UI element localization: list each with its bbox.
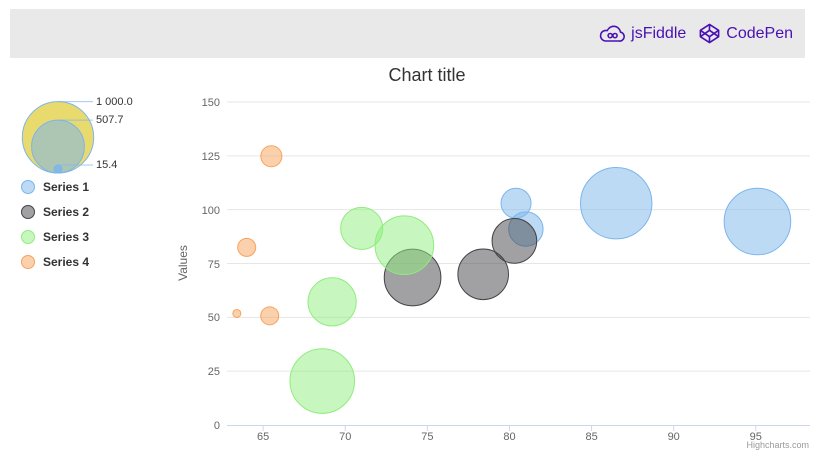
bubble-legend-label: 15.4 (96, 159, 118, 171)
codepen-cube-icon (699, 23, 720, 44)
chart-title: Chart title (388, 65, 466, 85)
bubble-series-4[interactable] (232, 308, 242, 318)
codepen-link-label: CodePen (726, 24, 793, 42)
bubble-series-4[interactable] (260, 145, 283, 168)
legend-item-label: Series 3 (43, 230, 90, 244)
legend-item-series-2[interactable]: Series 2 (21, 205, 89, 219)
bubble-series-4[interactable] (260, 306, 280, 326)
x-axis-label: 70 (339, 431, 352, 443)
x-axis-label: 65 (257, 431, 270, 443)
y-axis-label: 150 (201, 97, 220, 109)
bubble-legend-label: 1 000.0 (96, 95, 133, 108)
legend-item-series-1[interactable]: Series 1 (21, 180, 89, 194)
bubble-series-4[interactable] (237, 237, 257, 257)
codepen-link[interactable]: CodePen (698, 22, 793, 45)
bubble-series-3[interactable] (307, 277, 357, 327)
legend-item-label: Series 2 (43, 205, 90, 219)
x-axis-label: 80 (503, 431, 516, 443)
legend-item-series-3[interactable]: Series 3 (21, 230, 89, 244)
legend-marker (21, 255, 35, 269)
bubble-series-1[interactable] (580, 167, 653, 240)
highcharts-credit[interactable]: Highcharts.com (746, 440, 809, 450)
x-axis-label: 85 (585, 431, 598, 443)
bubble-series-2[interactable] (491, 218, 538, 264)
y-axis-label: 50 (207, 312, 220, 325)
bubble-legend-circle (53, 164, 63, 174)
series-legend: Series 1 Series 2 Series 3 Series 4 (21, 180, 89, 280)
bubble-series-3[interactable] (289, 348, 356, 414)
x-axis-label: 90 (667, 431, 680, 443)
legend-marker (21, 205, 35, 219)
bubble-series-3[interactable] (374, 215, 435, 276)
y-axis-label: 75 (207, 258, 220, 271)
header-bar: jsFiddle CodePen (10, 9, 805, 58)
bubble-legend-label: 507.7 (96, 114, 124, 127)
x-axis-label: 75 (421, 431, 434, 443)
legend-marker (21, 230, 35, 244)
y-axis-label: 25 (207, 366, 220, 379)
legend-item-series-4[interactable]: Series 4 (21, 255, 89, 269)
legend-item-label: Series 4 (43, 255, 90, 269)
bubble-series-2[interactable] (457, 248, 509, 301)
bubble-series-1[interactable] (723, 187, 792, 256)
legend-marker (21, 180, 35, 194)
legend-item-label: Series 1 (43, 180, 90, 194)
x-axis-label: 95 (749, 431, 762, 443)
y-axis-label: 125 (201, 150, 220, 163)
jsfiddle-link-label: jsFiddle (631, 24, 687, 42)
jsfiddle-cloud-icon (599, 25, 626, 42)
y-axis-label: 0 (213, 420, 220, 432)
y-axis-label: 100 (201, 204, 220, 217)
jsfiddle-link[interactable]: jsFiddle (599, 24, 686, 43)
